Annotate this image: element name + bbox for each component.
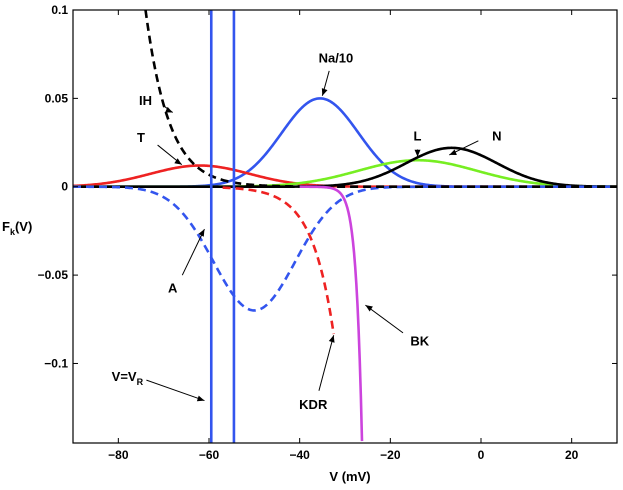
- annotation-a: A: [168, 228, 205, 295]
- annotation-label: BK: [410, 333, 429, 348]
- annotation-arrow-head: [328, 335, 335, 343]
- annotation-label: T: [137, 130, 145, 145]
- annotation-ih: IH: [139, 93, 174, 113]
- annotation-kdr: KDR: [299, 335, 335, 412]
- y-axis-label-subscript: k: [10, 227, 16, 237]
- annotation-label: KDR: [299, 397, 328, 412]
- series-a: [73, 185, 617, 312]
- y-axis-label-main: F: [2, 219, 10, 234]
- annotation-arrow-line: [365, 304, 404, 334]
- annotation-label: N: [492, 128, 501, 143]
- y-ticks: 0.1 0.05 0 −0.05 −0.1: [38, 3, 617, 370]
- series-bk: [299, 185, 364, 442]
- x-axis-label: V (mV): [329, 469, 370, 484]
- annotation-na-10: Na/10: [319, 51, 354, 96]
- y-tick-label: −0.05: [38, 268, 69, 282]
- annotation-arrow-head: [365, 305, 373, 312]
- y-tick-label: 0.1: [51, 3, 68, 17]
- annotation-n: N: [449, 128, 502, 156]
- annotation-arrow-line: [146, 379, 205, 402]
- y-tick-label: 0: [61, 180, 68, 194]
- x-tick-label: −60: [199, 448, 220, 462]
- x-tick-label: −40: [289, 448, 310, 462]
- x-tick-label: 20: [565, 448, 579, 462]
- y-axis-label: Fk(V): [2, 219, 32, 237]
- series-kdr: [222, 186, 335, 335]
- annotation-label: IH: [139, 93, 152, 108]
- y-axis-label-tail: (V): [15, 219, 32, 234]
- annotation-l: L: [414, 128, 422, 157]
- annotation-v-vr: V=VR: [112, 369, 205, 402]
- y-tick-label: −0.1: [44, 356, 68, 370]
- series-n: [73, 146, 617, 189]
- annotation-arrow-head: [449, 149, 457, 156]
- x-tick-label: −20: [380, 448, 401, 462]
- annotation-arrow-line: [181, 228, 205, 276]
- y-tick-label: 0.05: [45, 91, 69, 105]
- series-ih: [144, 10, 617, 189]
- annotation-arrow-head: [196, 395, 205, 402]
- annotation-t: T: [137, 130, 183, 166]
- annotation-arrow-line: [318, 335, 335, 391]
- x-tick-label: −80: [108, 448, 129, 462]
- annotation-arrow-head: [198, 229, 205, 237]
- annotation-label: V=VR: [112, 369, 144, 387]
- x-tick-label: 0: [478, 448, 485, 462]
- annotation-bk: BK: [365, 304, 430, 348]
- annotation-label: A: [168, 280, 178, 295]
- annotations: Na/10 IH T L N A BK KDR V=VR: [112, 51, 502, 412]
- annotation-arrow-head: [174, 158, 182, 165]
- annotation-label: Na/10: [319, 51, 354, 66]
- plot-frame: [72, 9, 618, 444]
- x-ticks: −80 −60 −40 −20 0 20: [108, 10, 579, 462]
- plot-content: [73, 10, 617, 443]
- annotation-arrow-head: [321, 88, 328, 96]
- annotation-label: L: [414, 128, 422, 143]
- annotation-arrow-head: [414, 149, 421, 157]
- annotation-arrow-head: [165, 106, 173, 113]
